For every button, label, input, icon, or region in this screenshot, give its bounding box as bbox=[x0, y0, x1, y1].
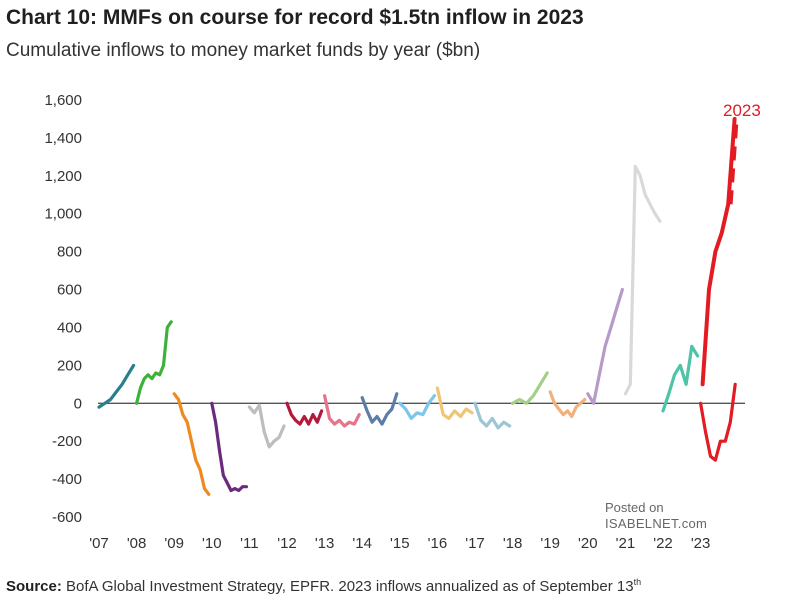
series-line-2011 bbox=[247, 403, 286, 449]
x-tick-label: '21 bbox=[616, 535, 636, 552]
x-tick-label: '22 bbox=[653, 535, 673, 552]
x-tick-label: '17 bbox=[465, 535, 485, 552]
series-line-2021 bbox=[623, 164, 662, 396]
y-tick-label: 1,400 bbox=[44, 130, 82, 147]
series-line-2022 bbox=[661, 344, 700, 413]
series-line-2023-dashed bbox=[728, 118, 739, 205]
x-tick-label: '10 bbox=[202, 535, 222, 552]
series-line-2014 bbox=[360, 392, 399, 426]
line-chart: 1,600 1,400 1,200 1,000 800 600 400 200 0 -200 -40… bbox=[44, 92, 761, 552]
x-tick-label: '08 bbox=[127, 535, 147, 552]
series-line-2015 bbox=[398, 394, 436, 420]
series-line-2009 bbox=[172, 392, 211, 496]
series-group bbox=[97, 117, 739, 496]
series-line-2010 bbox=[210, 401, 248, 493]
watermark: Posted on ISABELNET.com bbox=[605, 500, 707, 532]
y-tick-label: -600 bbox=[52, 509, 82, 526]
chart-subtitle: Cumulative inflows to money market funds… bbox=[6, 40, 481, 61]
x-tick-label: '09 bbox=[164, 535, 184, 552]
y-tick-label: 800 bbox=[57, 244, 82, 261]
watermark-line1: Posted on bbox=[605, 500, 664, 515]
y-tick-label: 1,600 bbox=[44, 92, 82, 109]
x-tick-label: '18 bbox=[503, 535, 523, 552]
series-line-2023-annualized bbox=[700, 117, 737, 387]
y-tick-label: 400 bbox=[57, 319, 82, 336]
x-tick-label: '14 bbox=[352, 535, 372, 552]
y-tick-label: 0 bbox=[74, 395, 82, 412]
series-line-2017 bbox=[473, 401, 512, 430]
y-tick-label: 1,200 bbox=[44, 168, 82, 185]
y-tick-label: 200 bbox=[57, 357, 82, 374]
x-tick-label: '20 bbox=[578, 535, 598, 552]
x-tick-label: '13 bbox=[315, 535, 335, 552]
series-line-2018 bbox=[510, 371, 549, 405]
x-tick-label: '15 bbox=[390, 535, 410, 552]
series-line-2023 bbox=[698, 382, 737, 462]
x-axis: '07 '08 '09 '10 '11 '12 '13 '14 '15 '16 '17 '18 '19 '… bbox=[89, 535, 710, 552]
y-tick-label: -400 bbox=[52, 471, 82, 488]
series-line-2020 bbox=[586, 287, 625, 405]
series-line-2019 bbox=[548, 390, 587, 419]
y-axis: 1,600 1,400 1,200 1,000 800 600 400 200 0 -200 -40… bbox=[44, 92, 82, 526]
x-tick-label: '11 bbox=[240, 535, 258, 552]
annotation-2023: 2023 bbox=[723, 101, 761, 120]
x-tick-label: '16 bbox=[428, 535, 448, 552]
x-tick-label: '12 bbox=[277, 535, 297, 552]
chart-title: Chart 10: MMFs on course for record $1.5… bbox=[6, 6, 584, 29]
source-text: BofA Global Investment Strategy, EPFR. 2… bbox=[66, 578, 634, 595]
series-line-2012 bbox=[285, 401, 324, 426]
series-line-2007 bbox=[97, 363, 136, 409]
y-tick-label: 600 bbox=[57, 282, 82, 299]
series-line-2008 bbox=[135, 320, 173, 405]
source-sup: th bbox=[633, 577, 642, 587]
x-tick-label: '19 bbox=[540, 535, 560, 552]
y-tick-label: 1,000 bbox=[44, 206, 82, 223]
watermark-line2: ISABELNET.com bbox=[605, 516, 708, 531]
source-label: Source: bbox=[6, 578, 62, 595]
x-tick-label: '23 bbox=[691, 535, 711, 552]
source-note: Source: BofA Global Investment Strategy,… bbox=[6, 577, 641, 595]
y-tick-label: -200 bbox=[52, 433, 82, 450]
series-line-2013 bbox=[323, 394, 361, 428]
series-line-2016 bbox=[435, 386, 474, 420]
x-tick-label: '07 bbox=[89, 535, 109, 552]
